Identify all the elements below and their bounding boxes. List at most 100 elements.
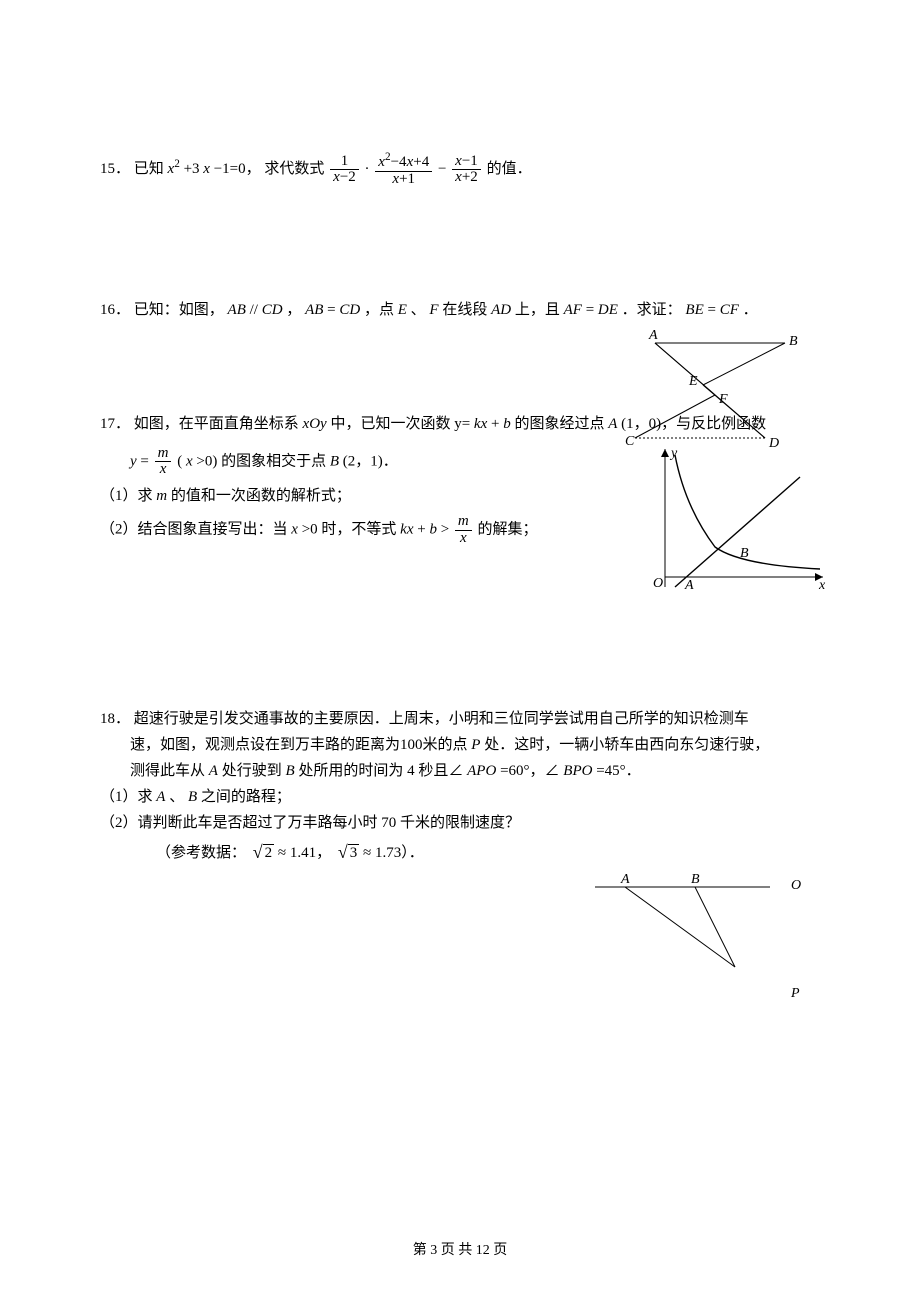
text: 如图，在平面直角坐标系 xyxy=(134,416,303,432)
text: （1）求 xyxy=(100,789,156,805)
dot-operator: · xyxy=(365,161,370,177)
text: （2）请判断此车是否超过了万丰路每小时 70 千米的限制速度？ xyxy=(100,815,520,831)
problem-number: 15． xyxy=(100,157,130,181)
text: 的解集； xyxy=(478,522,538,538)
coord-xoy: xOy xyxy=(303,416,327,432)
text: ( xyxy=(177,453,182,469)
problem-18-line2: 速，如图，观测点设在到万丰路的距离为100米的点 P 处．这时，一辆小轿车由西向… xyxy=(100,733,825,757)
label-e: E xyxy=(688,374,698,389)
text: 上，且 xyxy=(515,302,564,318)
seg-be: BE xyxy=(685,302,703,318)
text: 的值和一次函数的解析式； xyxy=(171,488,351,504)
label-f: F xyxy=(718,392,728,407)
seg-cd: CD xyxy=(339,302,360,318)
figure-17: O x y A B xyxy=(645,447,835,605)
problem-17-line1: 17． 如图，在平面直角坐标系 xOy 中，已知一次函数 y= kx + b 的… xyxy=(100,412,825,436)
problem-18-q2: （2）请判断此车是否超过了万丰路每小时 70 千米的限制速度？ xyxy=(100,811,825,835)
text: 的值． xyxy=(487,161,532,177)
exp: 2 xyxy=(174,158,180,170)
text: =45°． xyxy=(596,763,640,779)
page: 15． 已知 x 2 +3 x −1=0， 求代数式 1 x−2 · x2−4x+… xyxy=(0,0,920,1302)
numerator: m xyxy=(455,514,472,531)
math-x: x xyxy=(291,522,298,538)
fraction-mx: m x xyxy=(455,514,472,547)
seg-ab: AB xyxy=(228,302,246,318)
pt-b: B xyxy=(188,789,197,805)
pt-b: B xyxy=(285,763,294,779)
text: 求代数式 xyxy=(264,161,324,177)
numerator: x−1 xyxy=(452,154,481,171)
math-y: y xyxy=(130,453,137,469)
label-p: P xyxy=(790,986,800,1001)
pt-a: A xyxy=(209,763,218,779)
text: （2）结合图象直接写出：当 xyxy=(100,522,291,538)
text: ，点 xyxy=(364,302,398,318)
text: ． xyxy=(743,302,758,318)
problem-15: 15． 已知 x2 +3 x −1=0， 求代数式 1 x−2 · x2−4x+… xyxy=(100,152,825,188)
seg-ab: AB xyxy=(305,302,323,318)
text: 中，已知一次函数 y= xyxy=(330,416,470,432)
text: ， xyxy=(286,302,301,318)
math-m: m xyxy=(156,488,167,504)
text: 已知：如图， xyxy=(134,302,224,318)
text: = xyxy=(140,453,152,469)
math-x: x xyxy=(186,453,193,469)
problem-18-q1: （1）求 A 、 B 之间的路程； xyxy=(100,785,825,809)
text: >0 时，不等式 xyxy=(302,522,400,538)
label-b: B xyxy=(740,546,749,561)
sqrt-2: 2 xyxy=(250,837,274,866)
text: 处．这时，一辆小轿车由西向东匀速行驶， xyxy=(484,737,769,753)
page-footer: 第 3 页 共 12 页 xyxy=(0,1240,920,1262)
problem-18-line3: 测得此车从 A 处行驶到 B 处所用的时间为 4 秒且∠ APO =60°，∠ … xyxy=(100,759,825,783)
figure-18: A B O P xyxy=(595,877,815,1015)
text: ≈ 1.41， xyxy=(278,845,331,861)
denominator: x xyxy=(155,462,172,478)
text: = xyxy=(586,302,594,318)
label-b: B xyxy=(691,872,700,887)
math-kx: kx xyxy=(474,416,487,432)
text: 超速行驶是引发交通事故的主要原因．上周末，小明和三位同学尝试用自己所学的知识检测… xyxy=(134,711,749,727)
text: + xyxy=(417,522,425,538)
text: = xyxy=(708,302,716,318)
label-a: A xyxy=(684,578,694,593)
math-kx: kx xyxy=(400,522,413,538)
text: 、 xyxy=(411,302,426,318)
pt-a: A xyxy=(156,789,165,805)
numerator: x2−4x+4 xyxy=(375,152,432,172)
label-o: O xyxy=(791,878,801,893)
text: + xyxy=(491,416,499,432)
math-b: b xyxy=(503,416,511,432)
denominator: x−2 xyxy=(330,170,359,186)
pt-e: E xyxy=(398,302,407,318)
label-x: x xyxy=(818,578,826,593)
text: 测得此车从 xyxy=(130,763,209,779)
text: (1，0)，与反比例函数 xyxy=(621,416,766,432)
pt-a: A xyxy=(608,416,617,432)
text: // xyxy=(250,302,262,318)
text: > xyxy=(441,522,453,538)
text: −1=0， xyxy=(214,161,261,177)
fraction-mx: m x xyxy=(155,446,172,479)
text: 已知 xyxy=(134,161,164,177)
seg-cf: CF xyxy=(720,302,739,318)
denominator: x+2 xyxy=(452,170,481,186)
seg-af: AF xyxy=(564,302,582,318)
problem-number: 18． xyxy=(100,707,130,731)
text: = xyxy=(327,302,335,318)
fraction-2: x2−4x+4 x+1 xyxy=(375,152,432,188)
problem-18-ref: （参考数据： 2 ≈ 1.41， 3 ≈ 1.73）． xyxy=(100,837,825,866)
text: 的图象经过点 xyxy=(514,416,608,432)
fraction-3: x−1 x+2 xyxy=(452,154,481,187)
seg-cd: CD xyxy=(262,302,283,318)
math-x: x xyxy=(203,161,210,177)
text: 之间的路程； xyxy=(201,789,291,805)
numerator: 1 xyxy=(330,154,359,171)
seg-ad: AD xyxy=(491,302,511,318)
sqrt-3: 3 xyxy=(335,837,359,866)
angle-bpo: BPO xyxy=(563,763,592,779)
text: 速，如图，观测点设在到万丰路的距离为100米的点 xyxy=(130,737,471,753)
problem-16: 16． 已知：如图， AB // CD ， AB = CD ，点 E 、 F 在… xyxy=(100,298,825,322)
pt-p: P xyxy=(471,737,480,753)
text: (2，1)． xyxy=(343,453,398,469)
denominator: x xyxy=(455,531,472,547)
